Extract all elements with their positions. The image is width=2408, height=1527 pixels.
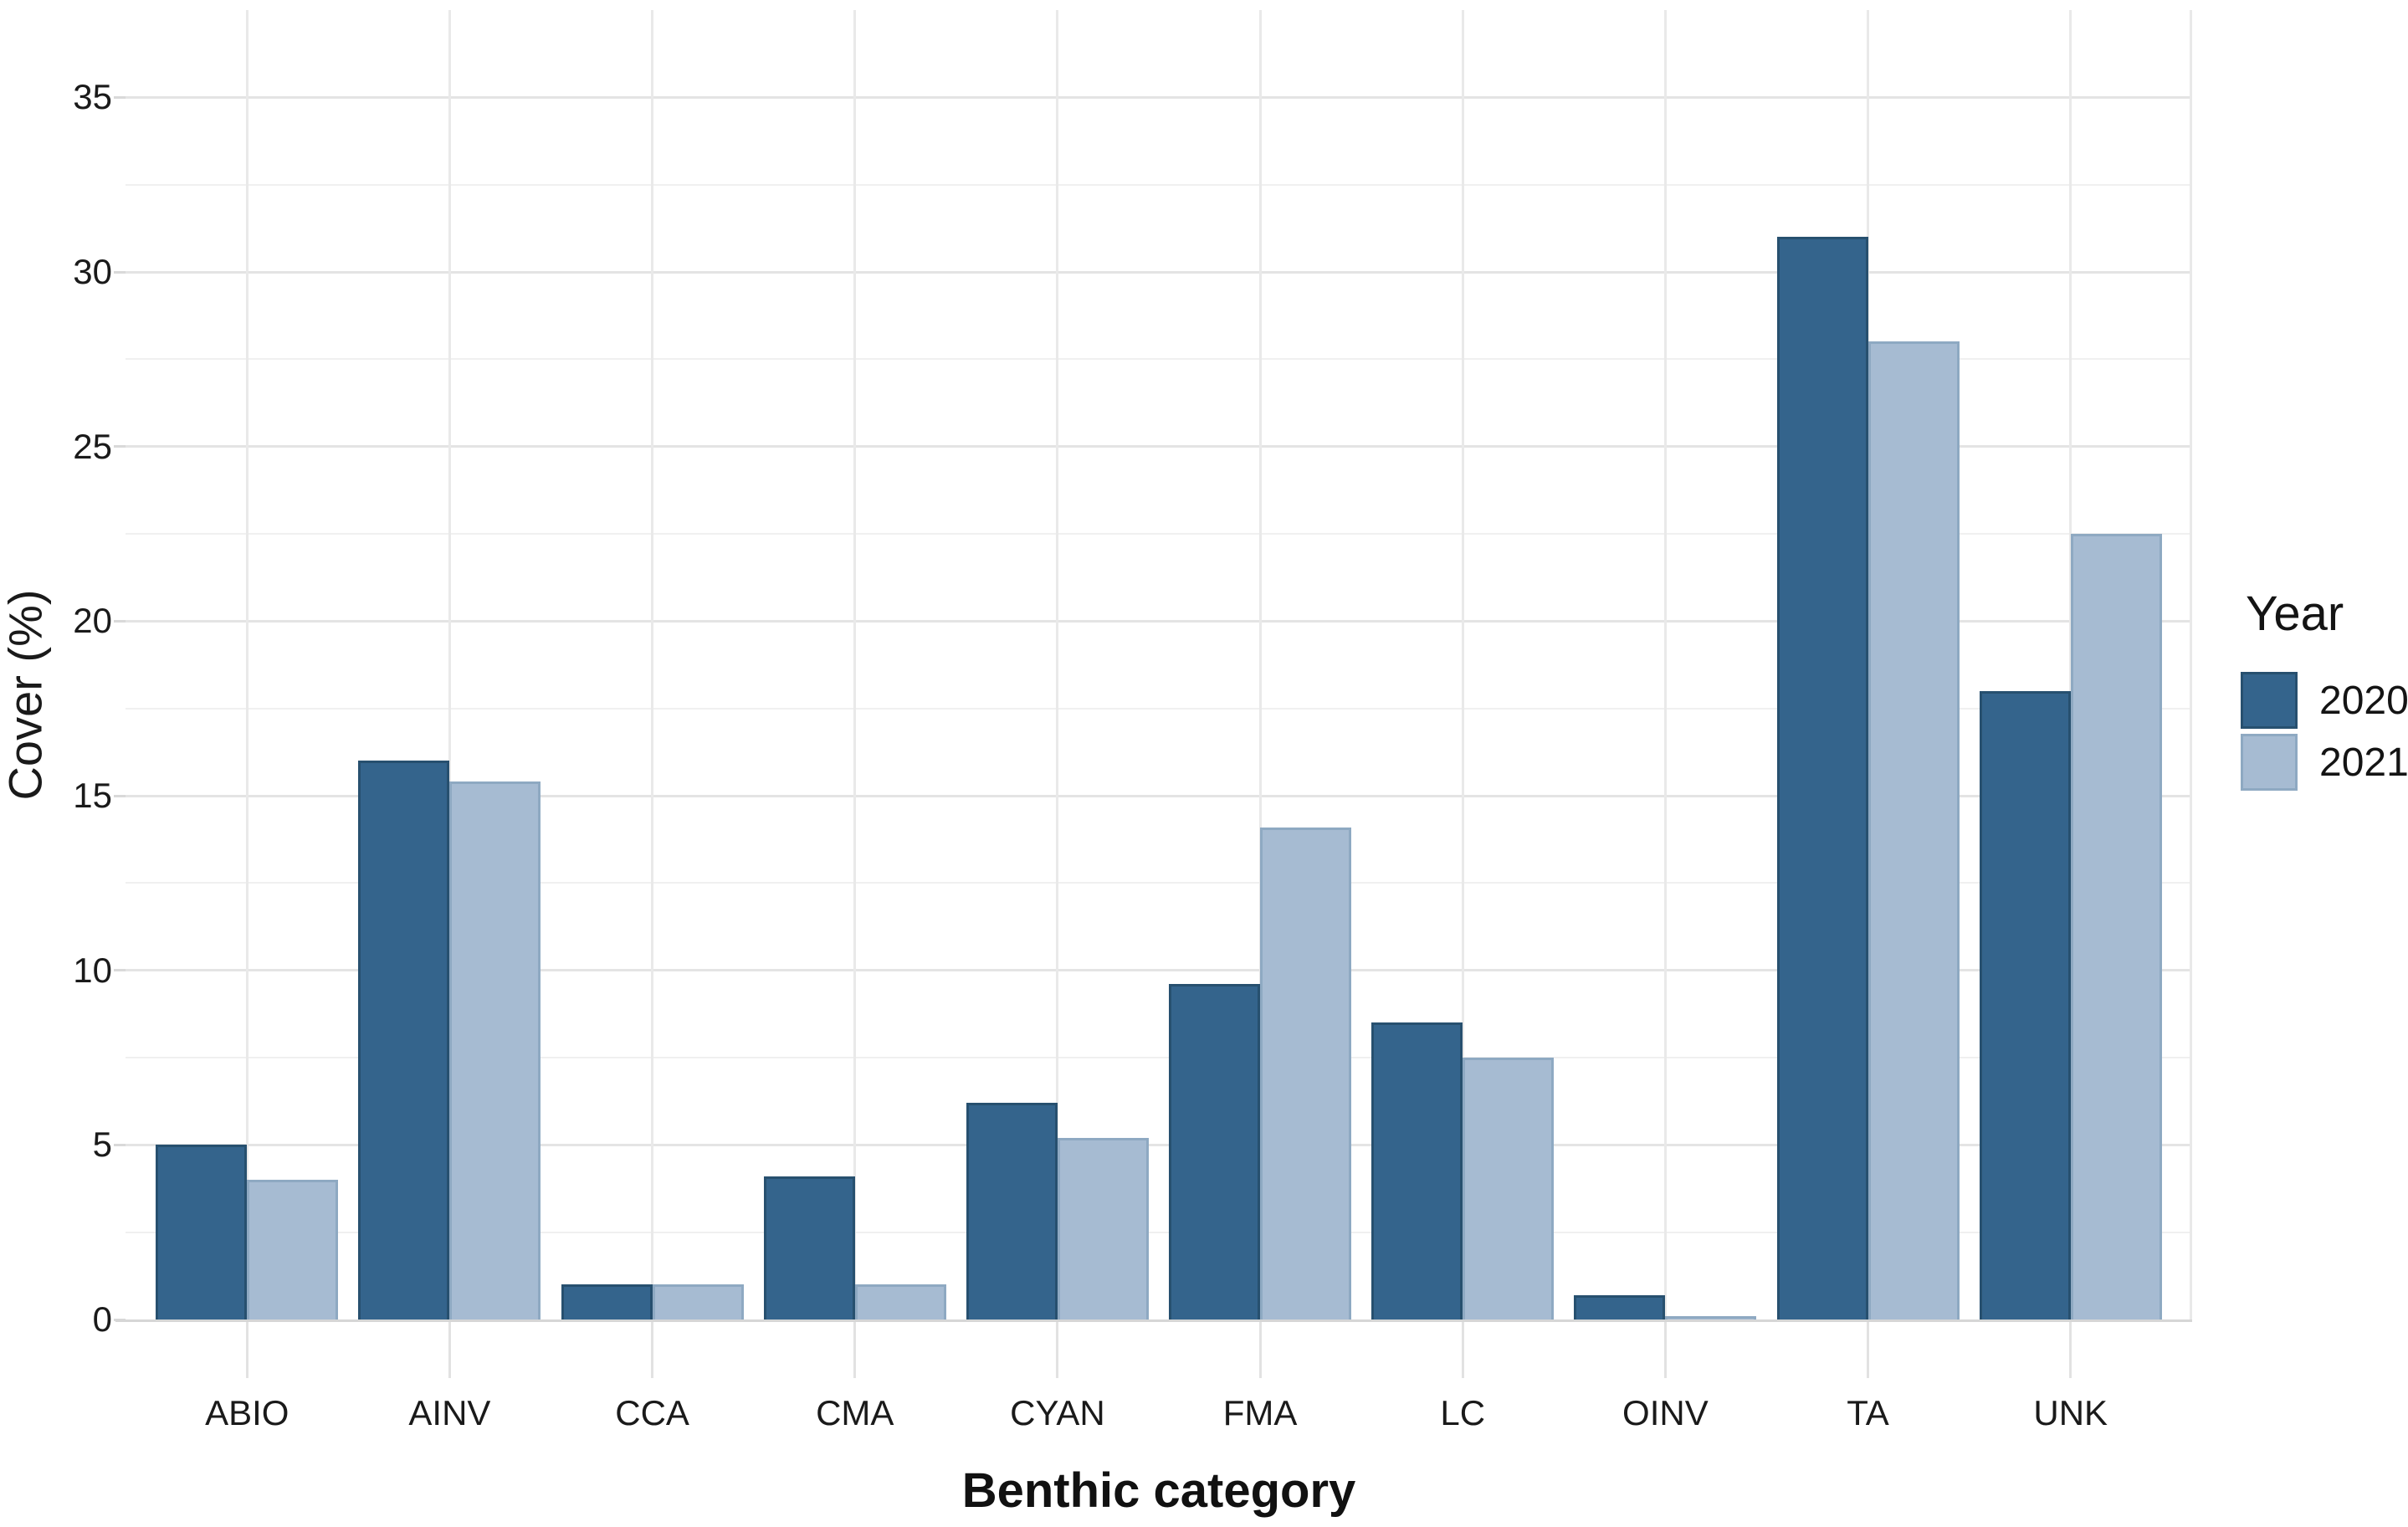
gridline-major-25 [126, 445, 2192, 448]
x-tick-mark-AINV [448, 1319, 451, 1378]
bar-2021-TA [1867, 341, 1960, 1319]
gridline-minor-12.5 [126, 882, 2192, 884]
gridline-major-30 [126, 270, 2192, 274]
gridline-minor-32.5 [126, 183, 2192, 186]
y-tick-label-25: 25 [73, 426, 112, 466]
y-tick-label-30: 30 [73, 252, 112, 291]
x-tick-label-FMA: FMA [1222, 1393, 1298, 1432]
legend: Year 2020 2021 [2241, 586, 2408, 796]
bar-2021-FMA [1260, 828, 1352, 1319]
gridline-vertical-ABIO [245, 10, 248, 1319]
bar-2020-AINV [358, 761, 450, 1319]
x-tick-label-CMA: CMA [816, 1393, 894, 1432]
y-tick-mark-5 [114, 1143, 126, 1146]
gridline-minor-22.5 [126, 533, 2192, 535]
gridline-vertical-OINV [1663, 10, 1667, 1319]
x-tick-label-TA: TA [1847, 1393, 1889, 1432]
gridline-vertical-CYAN [1056, 10, 1059, 1319]
bar-2020-CCA [561, 1284, 653, 1319]
x-tick-mark-FMA [1258, 1319, 1262, 1378]
y-tick-label-35: 35 [73, 77, 112, 117]
bar-2020-UNK [1979, 691, 2071, 1319]
legend-label-2020: 2020 [2319, 678, 2408, 723]
gridline-vertical-AINV [448, 10, 451, 1319]
y-tick-mark-35 [114, 95, 126, 99]
gridline-vertical-LC [1461, 10, 1464, 1319]
gridline-vertical-CCA [651, 10, 654, 1319]
y-tick-label-10: 10 [73, 950, 112, 990]
bar-2020-FMA [1169, 984, 1261, 1319]
x-tick-label-LC: LC [1440, 1393, 1486, 1432]
y-axis-title: Cover (%) [0, 589, 52, 801]
legend-swatch-2020 [2241, 672, 2298, 729]
x-tick-mark-UNK [2069, 1319, 2072, 1378]
gridline-minor-7.5 [126, 1057, 2192, 1058]
legend-entries: 2020 2021 [2241, 672, 2408, 791]
gridline-minor-2.5 [126, 1231, 2192, 1233]
legend-swatch-2021 [2241, 734, 2298, 791]
y-tick-mark-20 [114, 619, 126, 623]
y-tick-mark-15 [114, 794, 126, 797]
x-axis-title: Benthic category [961, 1463, 1356, 1518]
x-tick-label-UNK: UNK [2033, 1393, 2108, 1432]
gridline-major-15 [126, 794, 2192, 797]
x-tick-label-CCA: CCA [615, 1393, 689, 1432]
y-tick-label-5: 5 [92, 1125, 112, 1165]
bar-2020-CYAN [966, 1103, 1058, 1319]
x-tick-mark-CMA [853, 1319, 857, 1378]
bar-2021-UNK [2070, 534, 2162, 1319]
legend-label-2021: 2021 [2319, 740, 2408, 785]
x-tick-mark-OINV [1663, 1319, 1667, 1378]
gridline-vertical-CMA [853, 10, 857, 1319]
x-axis-line [115, 1319, 2192, 1322]
gridline-major-10 [126, 969, 2192, 972]
y-tick-label-0: 0 [92, 1299, 112, 1339]
y-tick-label-15: 15 [73, 776, 112, 815]
gridline-vertical-FMA [1258, 10, 1262, 1319]
gridline-minor-17.5 [126, 707, 2192, 710]
x-tick-label-OINV: OINV [1622, 1393, 1709, 1432]
legend-entry-2021: 2021 [2241, 734, 2408, 791]
gridline-major-20 [126, 619, 2192, 623]
gridline-panel-right-edge [2190, 10, 2192, 1319]
bar-2020-LC [1371, 1022, 1463, 1319]
gridline-minor-27.5 [126, 358, 2192, 361]
gridline-major-35 [126, 95, 2192, 99]
bar-2021-ABIO [247, 1180, 339, 1319]
bar-2020-OINV [1574, 1295, 1666, 1319]
x-tick-label-ABIO: ABIO [205, 1393, 289, 1432]
x-tick-mark-CCA [651, 1319, 654, 1378]
bar-2020-CMA [763, 1176, 855, 1319]
bar-2021-OINV [1665, 1316, 1757, 1319]
y-tick-label-20: 20 [73, 601, 112, 641]
y-tick-mark-25 [114, 445, 126, 448]
x-tick-mark-LC [1461, 1319, 1464, 1378]
legend-title: Year [2246, 587, 2344, 641]
bar-2021-CCA [652, 1284, 744, 1319]
plot-panel [126, 10, 2192, 1319]
bar-2021-LC [1463, 1058, 1555, 1319]
y-tick-mark-10 [114, 969, 126, 972]
x-tick-label-AINV: AINV [408, 1393, 491, 1432]
bar-2021-AINV [449, 781, 541, 1319]
x-tick-mark-ABIO [245, 1319, 248, 1378]
legend-entry-2020: 2020 [2241, 672, 2408, 729]
x-tick-mark-CYAN [1056, 1319, 1059, 1378]
y-tick-mark-30 [114, 270, 126, 274]
gridline-major-5 [126, 1143, 2192, 1146]
bar-2021-CYAN [1057, 1138, 1149, 1319]
bar-2021-CMA [854, 1284, 946, 1319]
bar-2020-ABIO [156, 1145, 248, 1319]
x-tick-mark-TA [1867, 1319, 1870, 1378]
bar-2020-TA [1776, 237, 1868, 1319]
x-tick-label-CYAN: CYAN [1010, 1393, 1105, 1432]
